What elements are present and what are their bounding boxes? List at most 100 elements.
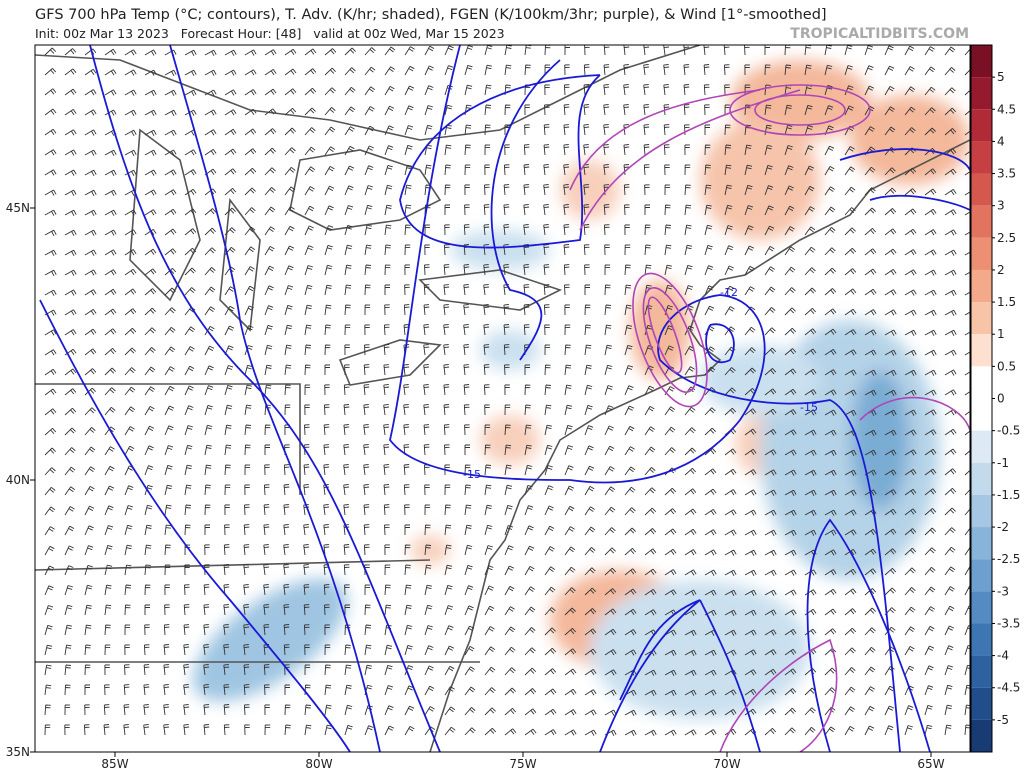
wind-barb	[564, 465, 574, 476]
wind-barb	[724, 489, 737, 496]
wind-barb	[723, 64, 730, 76]
wind-barb	[164, 89, 177, 97]
wind-barb	[324, 264, 333, 276]
wind-barb	[624, 264, 631, 276]
wind-barb	[84, 486, 95, 496]
wind-barb	[204, 208, 217, 216]
wind-barb	[283, 584, 290, 596]
wind-barb	[84, 684, 90, 695]
wind-barb	[224, 69, 237, 76]
wind-barb	[263, 524, 270, 536]
wind-barb	[224, 109, 237, 116]
wind-barb	[764, 347, 777, 356]
wind-barb	[504, 606, 515, 616]
wind-barb	[824, 687, 836, 696]
wind-barb	[44, 684, 52, 696]
wind-barb	[364, 165, 374, 176]
wind-barb	[44, 585, 54, 596]
wind-barb	[144, 49, 157, 56]
wind-barb	[504, 444, 512, 456]
wind-barb	[764, 688, 777, 696]
wind-barb	[544, 324, 550, 336]
wind-barb	[244, 464, 251, 476]
wind-barb	[884, 289, 897, 296]
wind-barb	[704, 407, 716, 416]
wind-barb	[324, 107, 336, 116]
wind-barb	[443, 384, 450, 396]
wind-barb	[44, 289, 57, 296]
wind-barb	[844, 469, 857, 477]
wind-barb	[544, 729, 557, 736]
wind-barb	[924, 724, 933, 736]
wind-barb	[784, 449, 797, 456]
wind-barb	[484, 585, 494, 596]
wind-barb	[303, 484, 310, 496]
wind-barb	[584, 284, 590, 295]
wind-barb	[444, 686, 455, 696]
wind-barb	[864, 65, 874, 76]
wind-barb	[244, 128, 257, 136]
wind-barb	[363, 464, 370, 476]
wind-barb	[564, 384, 572, 396]
wind-barb	[563, 224, 570, 236]
wind-barb	[64, 644, 72, 656]
wind-barb	[764, 388, 777, 396]
wind-barb	[283, 484, 290, 496]
wind-barb	[203, 624, 210, 636]
wind-barb	[663, 144, 670, 156]
wind-barb	[384, 725, 394, 736]
wind-barb	[644, 446, 656, 456]
wind-barb	[64, 427, 76, 436]
wind-barb	[164, 405, 175, 416]
wind-barb	[263, 604, 270, 616]
wind-barb	[764, 668, 777, 676]
wind-barb	[924, 665, 934, 676]
wind-barb	[104, 544, 113, 556]
wind-barb	[464, 124, 472, 136]
wind-barb	[664, 487, 677, 496]
wind-barb	[304, 384, 311, 396]
wind-barb	[164, 584, 170, 596]
wind-barb	[864, 568, 877, 576]
wind-barb	[224, 444, 232, 456]
wind-barb	[924, 289, 937, 296]
wind-barb	[844, 268, 857, 276]
wind-barb	[383, 404, 390, 416]
wind-barb	[804, 368, 817, 376]
wind-barb	[144, 624, 150, 636]
wind-barb	[243, 544, 250, 556]
wind-barb	[364, 725, 374, 736]
wind-barb	[244, 364, 253, 376]
wind-barb	[84, 68, 97, 76]
wind-barb	[944, 168, 957, 176]
wind-barb	[564, 324, 571, 336]
wind-barb	[904, 606, 916, 616]
wind-barb	[924, 448, 937, 456]
wind-barb	[544, 607, 556, 616]
wind-barb	[784, 549, 797, 557]
wind-barb	[123, 704, 130, 716]
wind-barb	[384, 705, 394, 716]
wind-barb	[744, 448, 757, 456]
wind-barb	[564, 587, 576, 596]
wind-barb	[524, 545, 535, 556]
wind-barb	[784, 589, 797, 596]
wind-barb	[603, 164, 610, 176]
wind-barb	[604, 264, 611, 276]
wind-barb	[864, 369, 877, 376]
wind-barb	[144, 366, 156, 376]
wind-barb	[384, 524, 390, 536]
wind-barb	[223, 724, 230, 736]
wind-barb	[944, 684, 953, 696]
wind-barb	[583, 124, 590, 136]
wind-barb	[844, 529, 857, 536]
wind-barb	[44, 229, 57, 237]
wind-barb	[924, 269, 937, 276]
wind-barb	[244, 444, 251, 456]
wind-barb	[664, 224, 672, 236]
wind-barb	[864, 227, 877, 236]
wind-barb	[404, 244, 411, 256]
wind-barb	[604, 466, 615, 476]
wind-barb	[544, 485, 554, 496]
wind-barb	[744, 245, 754, 256]
